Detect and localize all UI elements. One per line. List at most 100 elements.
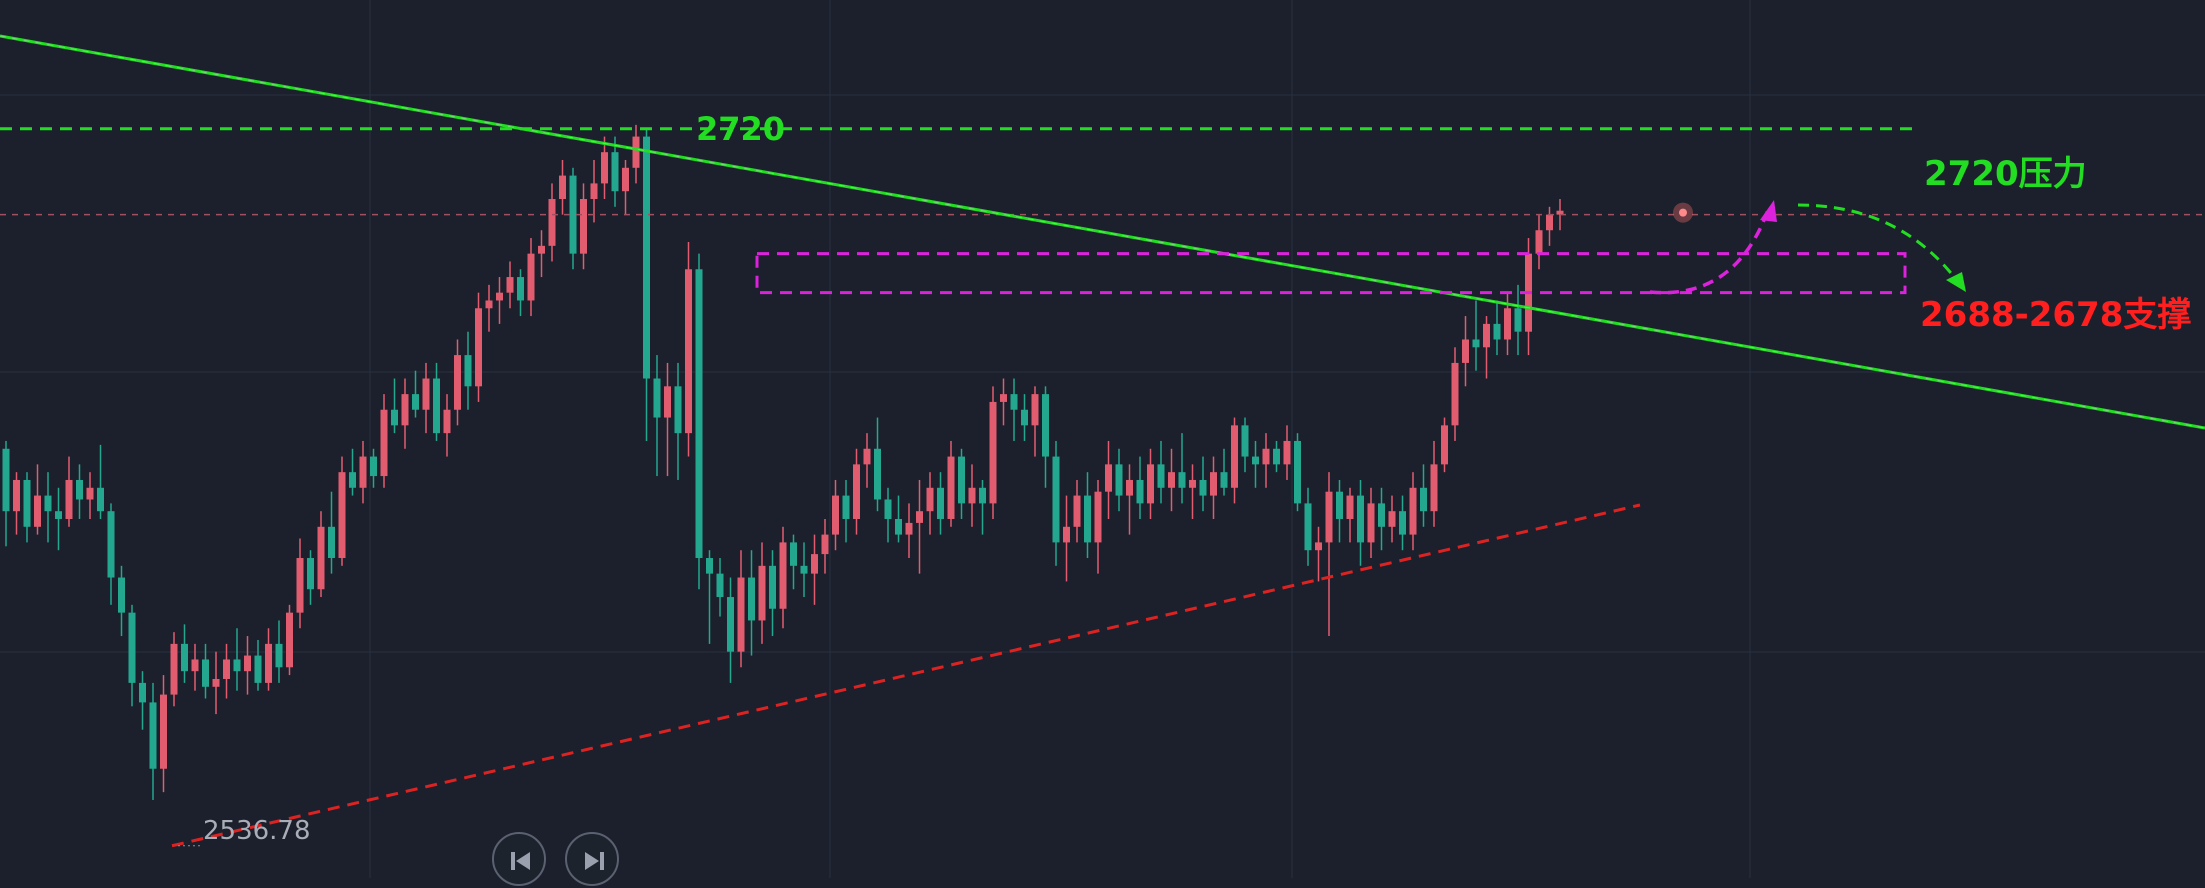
candle-body [1546,214,1553,231]
candle-body [895,518,902,535]
candle-body [1052,456,1060,543]
candle-body [86,487,94,500]
candle-body [632,136,640,168]
candle-body [370,456,377,477]
forecast-arrow-down [1797,203,1960,283]
skip-back-icon [511,852,530,870]
candle-body [926,487,934,512]
candle-body [496,292,503,301]
candle-body [359,456,367,488]
candle-body [1441,425,1448,465]
candle-body [1220,472,1228,488]
candle-body [664,386,671,418]
candle-body [433,378,440,434]
candle-body [223,659,230,679]
candle-body [1000,394,1007,402]
candle-body [13,479,20,512]
candle-body [1367,503,1375,543]
candle-body [44,495,52,512]
candle-body [1021,409,1028,426]
candle-body [338,472,346,559]
candle-body [853,464,860,519]
candle-body [170,643,178,695]
candle-body [1304,503,1312,551]
support-label: 2688-2678支撑 [1920,295,2192,335]
candle-body [958,456,965,504]
candle-body [527,253,535,301]
candle-body [737,577,745,652]
annotations-layer [0,34,2205,848]
forecast-arrow-down-head [1946,272,1966,292]
candle-body [517,277,524,301]
candle-body [559,175,566,200]
candle-body [1210,472,1217,496]
candle-body [254,655,262,683]
candle-body [1315,542,1322,551]
candle-body [1451,362,1459,426]
candle-body [1357,495,1364,543]
candle-body [1084,495,1091,543]
ascending-trendline [171,503,1641,848]
candle-body [832,495,839,535]
candle-body [590,183,598,200]
candle-body [76,479,83,500]
candle-body [748,577,755,621]
candle-body [937,487,944,519]
candle-body [454,355,461,410]
candle-body [1042,394,1049,457]
candle-body [1399,511,1406,535]
candle-body [968,487,976,504]
support-zone-box [755,252,1907,295]
candle-body [916,511,923,523]
candle-body [947,456,955,519]
candle-body [149,702,157,769]
candle-body [653,378,661,418]
candle-body [1147,464,1154,504]
candle-body [1168,472,1175,488]
candle-body [391,409,398,426]
candle-body [1514,308,1522,332]
candle-body [485,300,493,309]
candle-body [2,448,10,512]
candle-body [1336,491,1343,519]
candle-body [443,409,451,434]
candle-body [727,597,734,652]
candle-body [716,573,724,598]
candle-body [118,577,125,613]
candle-body [1504,308,1511,340]
candle-body [643,136,650,379]
candle-body [296,558,304,613]
candle-body [349,472,356,488]
candle-body [622,167,629,192]
prev-bar-button[interactable] [492,832,546,886]
candle-body [1189,479,1196,488]
candle-body [317,526,325,590]
candle-body [506,277,514,293]
candle-body [1283,440,1291,465]
candle-body [191,659,199,672]
candle-body [863,448,871,465]
candle-body [181,643,188,672]
candle-body [1472,339,1480,348]
candle-body [695,269,703,559]
candle-body [979,487,986,504]
candle-body [97,487,104,512]
descending-trendline-dash [0,35,2205,429]
candle-body [401,394,409,426]
candle-body [464,355,472,387]
candle-body [706,558,713,574]
forecast-arrow-up-head [1760,200,1777,222]
candle-body [1483,323,1490,348]
candle-body [611,152,619,192]
candle-body [811,554,818,574]
candle-body [874,448,881,500]
candle-body [758,565,766,621]
candle-body [1462,339,1469,363]
low-price-label: 2536.78 [203,816,311,846]
candle-body [800,565,808,574]
candles-layer [2,124,1564,800]
high-price-label: 2720 [696,110,786,148]
